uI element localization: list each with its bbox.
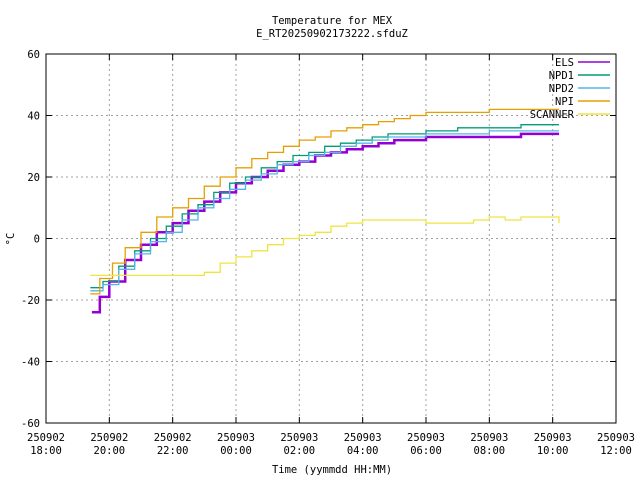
series-line-scanner (90, 216, 560, 277)
x-tick-date: 250903 (344, 432, 382, 444)
series-line-npd2 (90, 130, 559, 292)
legend-label-scanner: SCANNER (530, 109, 575, 121)
chart-subtitle: E_RT20250902173222.sfduZ (256, 28, 408, 40)
y-tick-label: -20 (21, 295, 40, 307)
x-axis-label: Time (yymmdd HH:MM) (272, 464, 392, 476)
x-tick-time: 02:00 (284, 445, 316, 457)
x-tick-time: 08:00 (474, 445, 506, 457)
x-tick-time: 18:00 (30, 445, 62, 457)
x-tick-time: 06:00 (410, 445, 442, 457)
x-tick-time: 22:00 (157, 445, 189, 457)
y-tick-label: -40 (21, 357, 40, 369)
y-tick-label: -60 (21, 418, 40, 430)
x-tick-time: 04:00 (347, 445, 379, 457)
x-tick-date: 250903 (534, 432, 572, 444)
x-tick-date: 250903 (597, 432, 635, 444)
x-tick-date: 250902 (90, 432, 128, 444)
series-line-npi (90, 108, 559, 295)
x-tick-date: 250903 (407, 432, 445, 444)
x-tick-date: 250902 (154, 432, 192, 444)
legend-label-els: ELS (555, 57, 574, 69)
x-tick-date: 250903 (217, 432, 255, 444)
y-tick-label: 40 (27, 111, 40, 123)
x-tick-time: 10:00 (537, 445, 569, 457)
x-tick-date: 250902 (27, 432, 65, 444)
x-tick-time: 00:00 (220, 445, 252, 457)
legend-label-npd1: NPD1 (549, 70, 574, 82)
series-line-npd1 (90, 124, 559, 289)
x-tick-time: 20:00 (94, 445, 126, 457)
x-tick-date: 250903 (470, 432, 508, 444)
legend-label-npi: NPI (555, 96, 574, 108)
y-tick-label: 0 (34, 234, 40, 246)
y-axis-label: °C (5, 233, 17, 246)
series-group (90, 108, 560, 314)
x-tick-date: 250903 (280, 432, 318, 444)
legend-label-npd2: NPD2 (549, 83, 574, 95)
y-tick-label: 60 (27, 49, 40, 61)
x-tick-time: 12:00 (600, 445, 632, 457)
chart-title: Temperature for MEX (272, 15, 393, 27)
y-tick-label: 20 (27, 172, 40, 184)
axis-ticks: -60-40-20020406025090218:0025090220:0025… (21, 49, 635, 457)
